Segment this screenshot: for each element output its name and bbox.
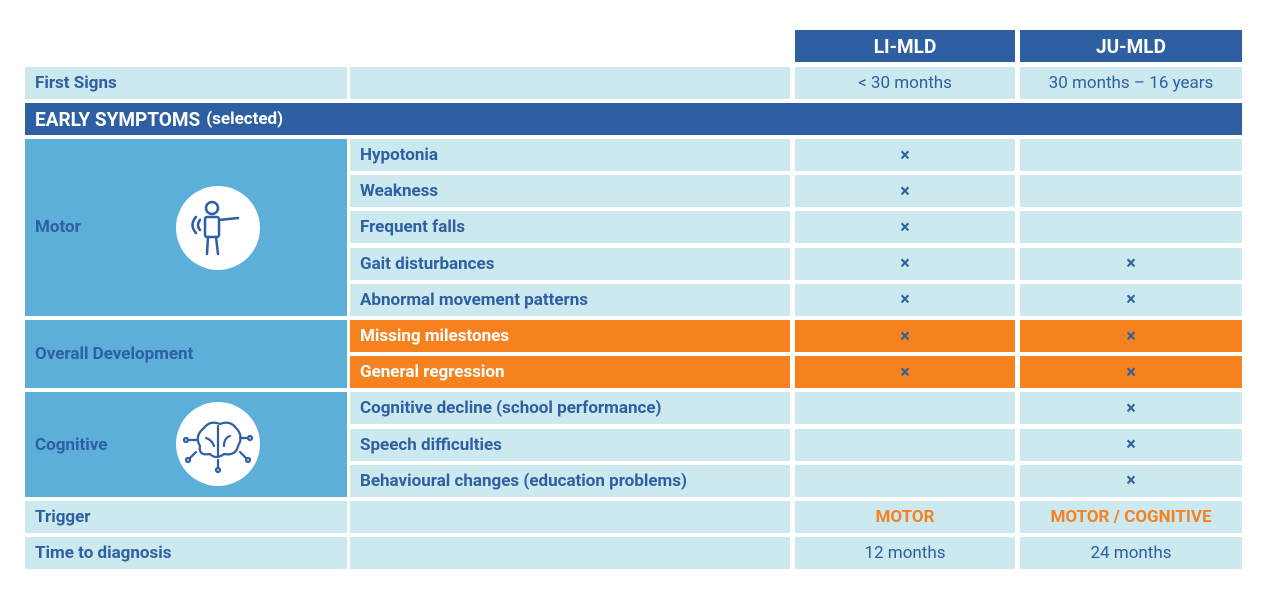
mark-cell: × [795, 211, 1015, 244]
value-cell: 24 months [1020, 537, 1242, 570]
section-title: EARLY SYMPTOMS [35, 107, 201, 131]
empty-cell [350, 501, 790, 533]
mark-cell: × [1020, 392, 1242, 425]
mark-cell [795, 464, 1015, 497]
symptom-label: Abnormal movement patterns [350, 283, 790, 316]
mark-cell: × [1020, 464, 1242, 497]
value-cell: < 30 months [795, 67, 1015, 99]
symptom-label: Frequent falls [350, 211, 790, 244]
mark-cell [795, 392, 1015, 425]
group-label: Overall Development [25, 320, 347, 389]
symptom-label: Gait disturbances [350, 247, 790, 280]
row-label: Time to diagnosis [25, 537, 347, 570]
empty-cell [350, 67, 790, 99]
mark-cell: × [1020, 428, 1242, 461]
mark-cell [1020, 175, 1242, 208]
symptom-label: Cognitive decline (school performance) [350, 392, 790, 425]
value-cell: 12 months [795, 537, 1015, 570]
mark-cell: × [1020, 247, 1242, 280]
mark-cell [795, 428, 1015, 461]
mark-cell: × [795, 320, 1015, 352]
mark-cell: × [795, 283, 1015, 316]
value-cell: MOTOR / COGNITIVE [1020, 501, 1242, 533]
column-header: JU-MLD [1020, 30, 1242, 62]
group-label: Cognitive [25, 392, 347, 497]
column-header: LI-MLD [795, 30, 1015, 62]
empty-cell [350, 537, 790, 570]
symptom-label: Behavioural changes (education problems) [350, 464, 790, 497]
mark-cell: × [795, 247, 1015, 280]
symptom-label: General regression [350, 356, 790, 389]
mark-cell: × [1020, 356, 1242, 389]
symptom-label: Weakness [350, 175, 790, 208]
mark-cell [1020, 139, 1242, 171]
mark-cell: × [795, 175, 1015, 208]
mark-cell [1020, 211, 1242, 244]
mark-cell: × [795, 139, 1015, 171]
value-cell: 30 months – 16 years [1020, 67, 1242, 99]
mark-cell: × [1020, 283, 1242, 316]
value-cell: MOTOR [795, 501, 1015, 533]
symptom-label: Missing milestones [350, 320, 790, 352]
mark-cell: × [795, 356, 1015, 389]
section-banner: EARLY SYMPTOMS (selected) [25, 103, 1242, 135]
section-note: (selected) [206, 109, 284, 129]
symptom-label: Hypotonia [350, 139, 790, 171]
row-label: Trigger [25, 501, 347, 533]
row-label: First Signs [25, 67, 347, 99]
symptom-label: Speech difficulties [350, 428, 790, 461]
mark-cell: × [1020, 320, 1242, 352]
group-label: Motor [25, 139, 347, 316]
